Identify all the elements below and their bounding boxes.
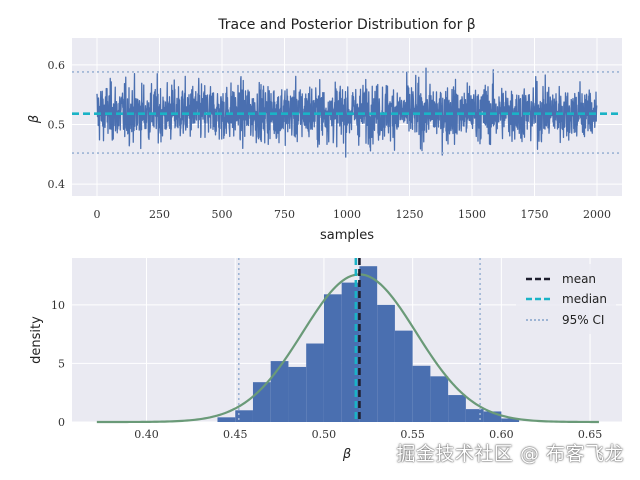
trace-y-tick-label: 0.5 xyxy=(48,118,66,131)
histogram-y-label: density xyxy=(29,316,44,364)
trace-x-tick-label: 2000 xyxy=(583,208,611,221)
histogram-x-tick-label: 0.45 xyxy=(223,428,248,441)
histogram-x-ticks: 0.40 0.45 0.50 0.55 0.60 0.65 xyxy=(134,428,602,441)
histogram-bar xyxy=(323,294,342,422)
trace-x-tick-label: 750 xyxy=(274,208,295,221)
trace-x-tick-label: 1500 xyxy=(458,208,486,221)
trace-y-ticks: 0.4 0.5 0.6 xyxy=(48,59,66,191)
histogram-bar xyxy=(501,418,520,422)
legend-median-label: median xyxy=(562,292,607,306)
histogram-bar xyxy=(306,343,324,422)
histogram-x-tick-label: 0.40 xyxy=(134,428,159,441)
histogram-bars xyxy=(217,266,520,422)
legend-ci-label: 95% CI xyxy=(562,313,604,327)
kde-curve xyxy=(96,273,599,424)
legend: mean median 95% CI xyxy=(516,264,616,334)
histogram-x-tick-label: 0.60 xyxy=(489,428,514,441)
histogram-bar xyxy=(270,361,289,422)
trace-y-tick-label: 0.6 xyxy=(48,59,66,72)
trace-x-label: samples xyxy=(320,228,374,243)
histogram-y-tick-label: 5 xyxy=(58,357,65,370)
histogram-vlines xyxy=(237,258,481,422)
legend-box xyxy=(516,264,616,334)
trace-hlines xyxy=(72,71,622,154)
trace-y-label: β xyxy=(27,115,42,124)
histogram-bar xyxy=(377,304,395,422)
trace-x-ticks: 0 250 500 750 1000 1250 1500 1750 2000 xyxy=(94,208,612,221)
trace-x-tick-label: 1250 xyxy=(396,208,424,221)
histogram-bar xyxy=(235,410,253,422)
trace-title: Trace and Posterior Distribution for β xyxy=(217,17,475,33)
histogram-bar xyxy=(394,330,413,422)
histogram-bar xyxy=(288,366,307,422)
histogram-y-ticks: 0 5 10 xyxy=(51,299,65,429)
trace-x-tick-label: 250 xyxy=(149,208,170,221)
trace-series-line xyxy=(96,67,598,158)
histogram-bar xyxy=(217,417,236,422)
histogram-x-label: β xyxy=(342,447,351,462)
histogram-bar xyxy=(483,411,502,422)
trace-panel: 0 250 500 750 1000 1250 1500 1750 2000 0.4 0.5 0.6… xyxy=(27,17,622,243)
trace-y-tick-label: 0.4 xyxy=(48,178,66,191)
histogram-bar xyxy=(412,365,431,422)
histogram-x-tick-label: 0.50 xyxy=(312,428,337,441)
histogram-x-tick-label: 0.55 xyxy=(400,428,425,441)
histogram-x-tick-label: 0.65 xyxy=(578,428,603,441)
trace-x-tick-label: 500 xyxy=(212,208,233,221)
histogram-bar xyxy=(359,266,378,422)
histogram-bar xyxy=(448,395,466,422)
histogram-y-tick-label: 0 xyxy=(58,416,65,429)
histogram-y-tick-label: 10 xyxy=(51,299,65,312)
legend-mean-label: mean xyxy=(562,272,596,286)
trace-x-tick-label: 1750 xyxy=(521,208,549,221)
trace-x-tick-label: 0 xyxy=(94,208,101,221)
trace-x-tick-label: 1000 xyxy=(333,208,361,221)
histogram-bar xyxy=(430,376,449,422)
histogram-bar xyxy=(465,409,484,422)
watermark: 掘金技术社区 @ 布客飞龙 xyxy=(396,443,624,465)
